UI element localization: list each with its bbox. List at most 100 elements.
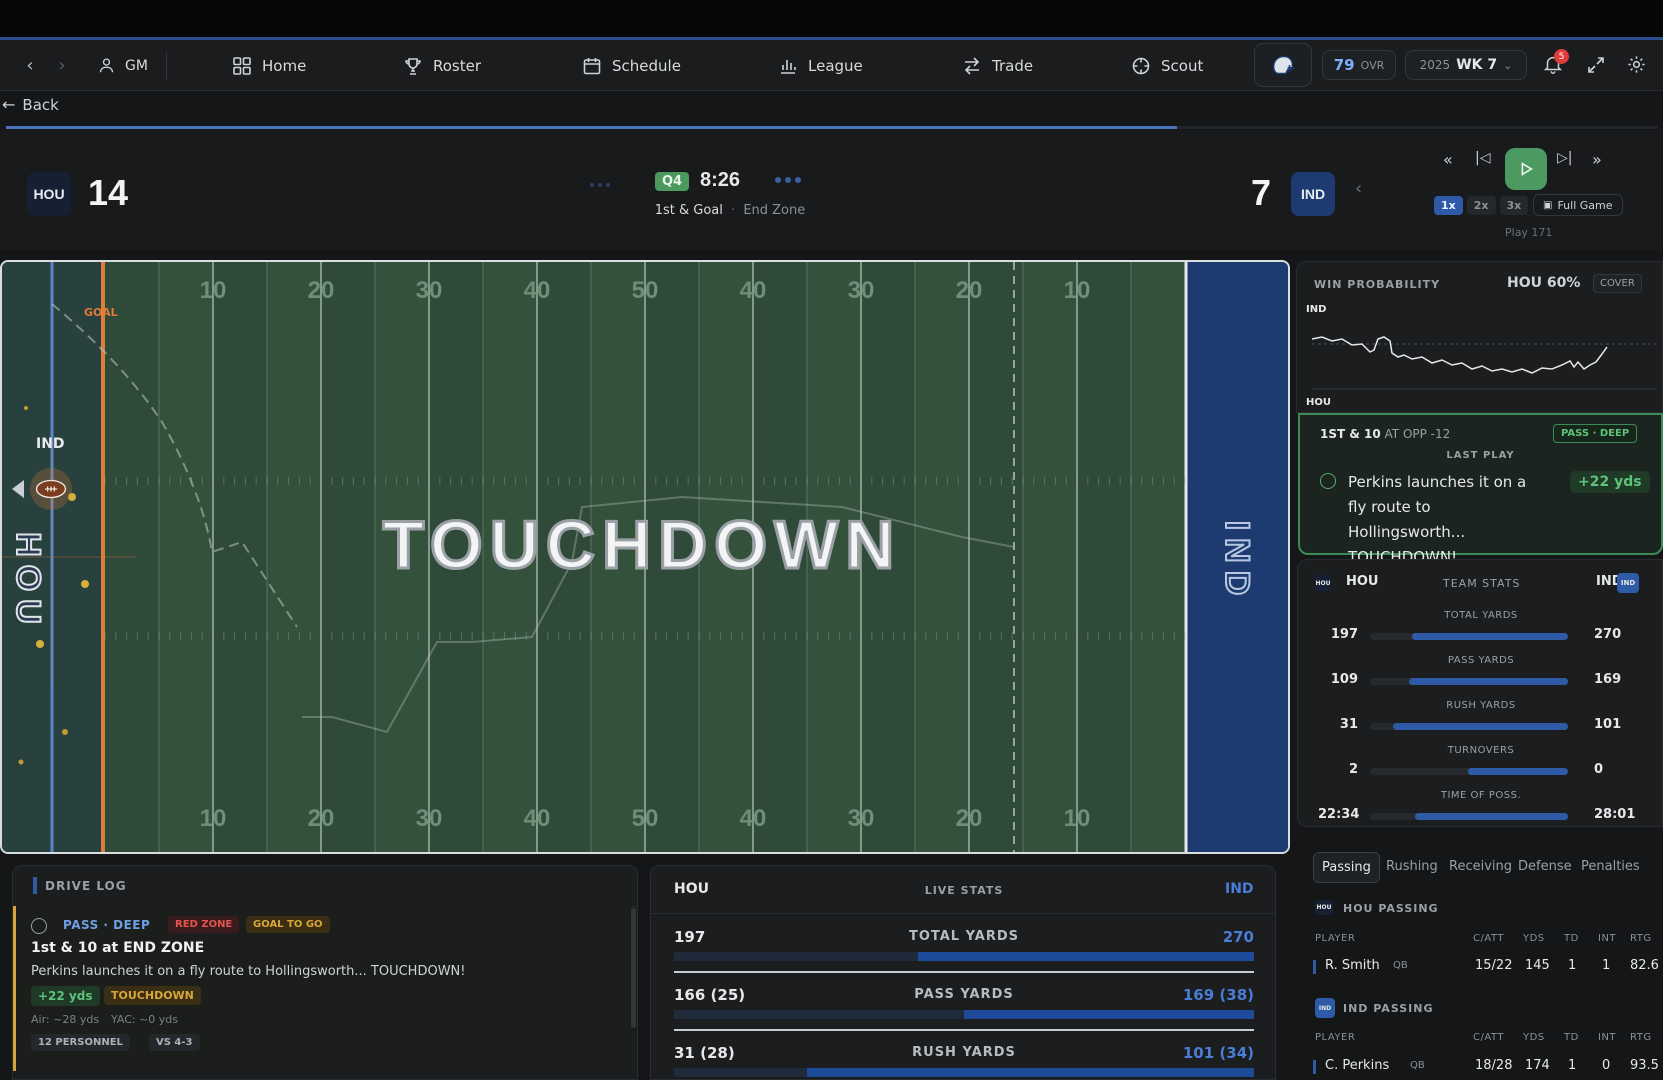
col-yds: YDS [1523,933,1545,944]
live-stat-away-value: 270 [1222,928,1254,946]
live-stats-title: LIVE STATS [924,884,1004,897]
player-position: QB [1393,960,1408,971]
collapse-chevron-icon[interactable]: ‹ [1355,178,1363,199]
top-yard-number: 10 [199,277,227,304]
speed-1x[interactable]: 1x [1434,196,1463,215]
drive-log-scrollbar[interactable] [631,908,636,1028]
rewind-icon[interactable]: « [1443,150,1453,169]
tab-passing[interactable]: Passing [1313,852,1380,883]
play-icon [1521,162,1533,176]
team-stat-home-value: 31 [1339,717,1358,732]
ovr-value: 79 [1333,56,1355,74]
full-game-button[interactable]: ▣ Full Game [1533,194,1623,216]
team-helmet-button[interactable] [1254,43,1312,87]
col-rtg: RTG [1630,1032,1652,1043]
season-week-select[interactable]: 2025 WK 7 ⌄ [1405,50,1527,80]
player-name: C. Perkins [1325,1058,1390,1073]
row-accent [1313,960,1316,974]
col-td: TD [1564,1032,1579,1043]
nav-league-label: League [808,56,863,75]
drive-log-entry[interactable]: PASS · DEEP RED ZONE GOAL TO GO 1st & 10… [13,906,633,1071]
wp-top-team: IND [1306,304,1327,315]
team-stat-label: TOTAL YARDS [1444,610,1518,621]
bottom-yard-number: 40 [739,805,767,832]
situation-line: 1st & Goal · End Zone [610,203,850,218]
team-stat-row: RUSH YARDS 31 101 [1298,700,1663,740]
player-yds: 174 [1525,1058,1550,1073]
scoreboard: HOU 14 Q4 8:26 1st & Goal · End Zone 7 I… [0,130,1663,250]
nav-scout[interactable]: Scout [1131,40,1203,91]
previous-play-icon[interactable]: |◁ [1475,150,1491,166]
nav-divider [166,52,167,80]
last-play-gain: +22 yds [1570,471,1650,493]
fullscreen-button[interactable] [1586,55,1606,79]
field-graphic [2,262,1288,852]
nav-schedule[interactable]: Schedule [582,40,681,91]
win-probability-title: WIN PROBABILITY [1314,278,1441,291]
divider [651,913,1275,914]
play-button[interactable] [1505,148,1547,190]
col-catt: C/ATT [1473,933,1504,944]
game-progress-fill [6,126,1177,129]
crosshair-icon [1132,57,1150,74]
away-team-chip[interactable]: IND [1291,172,1335,216]
away-logo-icon: IND [1617,573,1639,593]
fast-forward-icon[interactable]: » [1592,150,1602,169]
nav-home-label: Home [262,56,307,75]
cover-toggle[interactable]: COVER [1593,274,1642,293]
tab-rushing[interactable]: Rushing [1386,859,1438,874]
play-counter: Play 171 [1505,226,1553,239]
team-stat-bar-fill [1468,768,1568,775]
team-stat-away-value: 169 [1594,672,1622,687]
nav-trade[interactable]: Trade [962,40,1033,91]
team-stat-home-value: 22:34 [1318,807,1360,822]
top-yard-number: 10 [1063,277,1091,304]
player-catt: 15/22 [1475,958,1513,973]
live-stat-label: RUSH YARDS [912,1045,1016,1060]
notification-count-badge: 5 [1554,49,1569,64]
nav-back-arrow-icon[interactable]: ‹ [26,54,34,76]
bar-chart-icon [781,59,796,74]
speed-2x[interactable]: 2x [1466,196,1496,215]
tab-receiving[interactable]: Receiving [1449,859,1513,874]
expand-icon [1588,57,1604,73]
nav-league[interactable]: League [778,40,863,91]
nav-home[interactable]: Home [232,40,306,91]
ovr-badge: 79 OVR [1322,50,1396,80]
left-endzone-text: HOU [8,531,48,633]
top-yard-number: 40 [523,277,551,304]
home-team-chip[interactable]: HOU [27,172,71,216]
notifications-button[interactable]: 5 [1542,49,1569,77]
col-int: INT [1598,933,1617,944]
col-yds: YDS [1523,1032,1545,1043]
team-stat-bar-fill [1414,813,1568,820]
tab-penalties[interactable]: Penalties [1581,859,1640,874]
tab-defense[interactable]: Defense [1518,859,1572,874]
bottom-yard-number: 20 [955,805,983,832]
home-grid-icon [233,56,251,75]
settings-button[interactable] [1627,55,1646,78]
right-endzone-text: IND [1217,520,1257,605]
bottom-yard-number: 30 [847,805,875,832]
entry-yac: YAC: ~0 yds [111,1013,179,1026]
nav-forward-arrow-icon[interactable]: › [58,54,66,76]
crosshair-icon [31,918,47,934]
row-accent [1313,1060,1316,1074]
col-rtg: RTG [1630,933,1652,944]
possession-dots-right [775,177,801,183]
next-play-icon[interactable]: ▷| [1557,150,1573,166]
table-row[interactable]: C. Perkins QB 18/28 174 1 0 93.5 [1310,1058,1659,1078]
team-stat-row: PASS YARDS 109 169 [1298,655,1663,695]
team-stat-label: TIME OF POSS. [1440,790,1522,801]
trophy-icon [405,57,421,75]
live-stat-row: 197 TOTAL YARDS 270 [674,928,1254,978]
gm-menu[interactable]: GM [98,40,148,91]
table-row[interactable]: R. Smith QB 15/22 145 1 1 82.6 [1310,958,1659,978]
back-button[interactable]: ← Back [2,95,59,114]
speed-3x[interactable]: 3x [1499,196,1529,215]
possession-dots-left [590,173,614,197]
team-stat-bar-fill [1392,723,1568,730]
nav-roster[interactable]: Roster [403,40,481,91]
player-int: 0 [1602,1058,1611,1073]
live-stat-row: 31 (28) RUSH YARDS 101 (34) [674,1044,1254,1079]
